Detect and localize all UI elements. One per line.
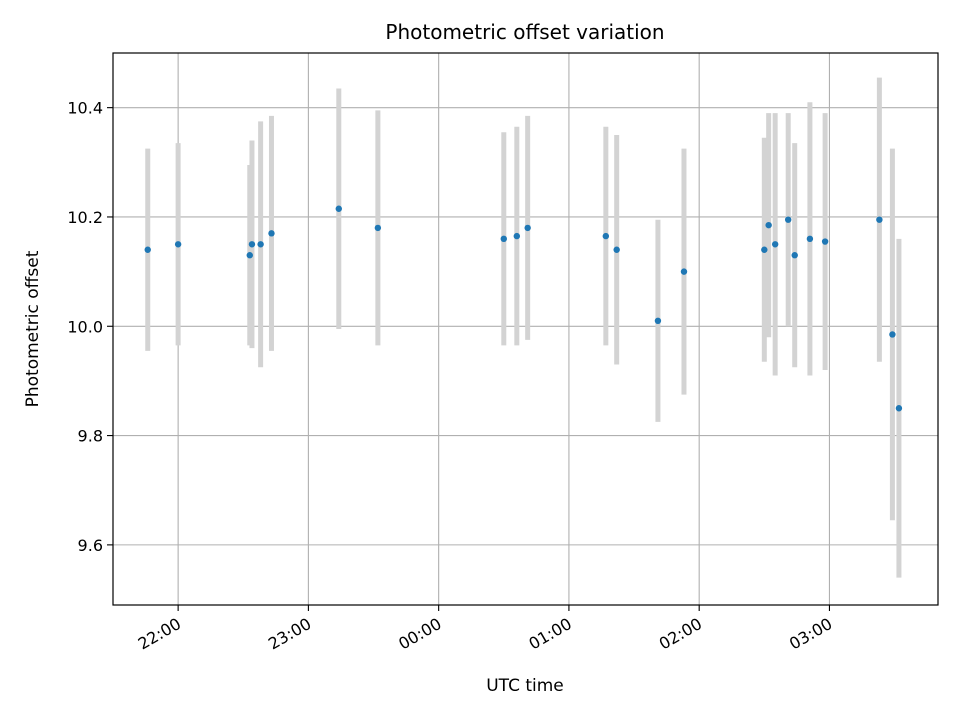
data-point	[761, 246, 768, 253]
x-axis-label: UTC time	[486, 676, 564, 696]
data-point	[268, 230, 275, 237]
data-point	[806, 235, 814, 243]
data-point	[654, 317, 662, 325]
data-point	[374, 224, 382, 232]
data-point	[771, 241, 779, 248]
data-point	[791, 252, 798, 259]
data-point	[876, 216, 883, 223]
plot-frame	[112, 52, 939, 606]
y-tick-label: 10.0	[67, 317, 103, 336]
data-point	[680, 268, 688, 275]
data-point	[613, 246, 620, 253]
data-point	[513, 232, 521, 240]
data-point	[248, 241, 256, 248]
y-tick-label: 10.2	[67, 208, 103, 227]
data-point	[889, 331, 896, 338]
data-point	[257, 241, 264, 248]
data-point	[500, 235, 507, 243]
y-tick-label: 9.8	[78, 427, 103, 446]
chart-title: Photometric offset variation	[385, 20, 664, 44]
data-point	[765, 221, 772, 229]
data-point	[174, 241, 182, 248]
y-axis-ticks: 9.6 9.8 10.0 10.2 10.4	[67, 99, 113, 555]
data-point	[895, 405, 903, 412]
y-tick-label: 9.6	[78, 536, 103, 555]
data-point	[784, 216, 792, 223]
y-axis-label: Photometric offset	[23, 250, 43, 407]
data-points	[144, 205, 903, 412]
data-point	[246, 252, 253, 259]
data-point	[144, 246, 151, 253]
data-point	[602, 232, 610, 240]
data-point	[524, 224, 531, 232]
data-point	[821, 238, 829, 245]
y-tick-label: 10.4	[67, 99, 103, 118]
data-point	[335, 205, 342, 212]
